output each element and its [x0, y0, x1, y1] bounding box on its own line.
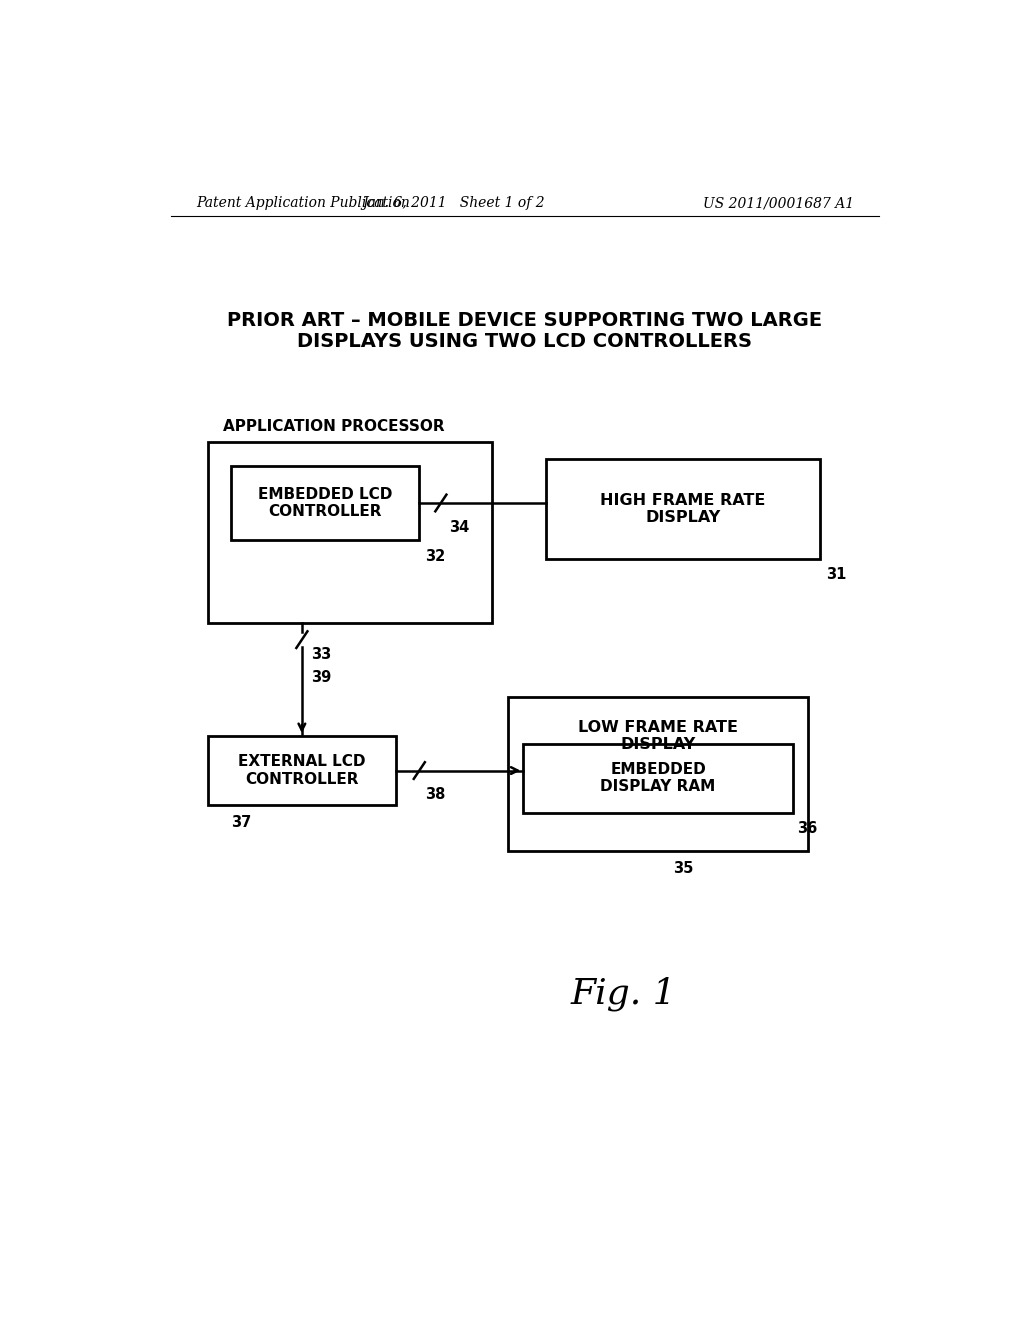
- Text: DISPLAYS USING TWO LCD CONTROLLERS: DISPLAYS USING TWO LCD CONTROLLERS: [297, 333, 753, 351]
- Text: Jan. 6, 2011   Sheet 1 of 2: Jan. 6, 2011 Sheet 1 of 2: [362, 197, 545, 210]
- Text: EMBEDDED
DISPLAY RAM: EMBEDDED DISPLAY RAM: [600, 762, 716, 795]
- Text: 39: 39: [311, 671, 332, 685]
- Text: 32: 32: [425, 549, 445, 564]
- Text: HIGH FRAME RATE
DISPLAY: HIGH FRAME RATE DISPLAY: [600, 492, 766, 525]
- Text: EMBEDDED LCD
CONTROLLER: EMBEDDED LCD CONTROLLER: [258, 487, 392, 519]
- Text: US 2011/0001687 A1: US 2011/0001687 A1: [703, 197, 854, 210]
- Text: 36: 36: [797, 821, 817, 836]
- Text: Patent Application Publication: Patent Application Publication: [196, 197, 410, 210]
- Text: PRIOR ART – MOBILE DEVICE SUPPORTING TWO LARGE: PRIOR ART – MOBILE DEVICE SUPPORTING TWO…: [227, 310, 822, 330]
- Text: 38: 38: [425, 788, 445, 803]
- Bar: [547, 459, 819, 558]
- Bar: [208, 737, 396, 805]
- Bar: [508, 697, 808, 851]
- Text: LOW FRAME RATE
DISPLAY: LOW FRAME RATE DISPLAY: [578, 719, 738, 752]
- Text: 35: 35: [673, 861, 693, 876]
- Text: 31: 31: [826, 566, 846, 582]
- Bar: [523, 743, 793, 813]
- Text: 33: 33: [311, 647, 332, 663]
- Text: EXTERNAL LCD
CONTROLLER: EXTERNAL LCD CONTROLLER: [239, 754, 366, 787]
- Bar: [230, 466, 419, 540]
- Text: 37: 37: [230, 814, 251, 830]
- Text: Fig. 1: Fig. 1: [570, 977, 676, 1011]
- Text: 34: 34: [449, 520, 469, 535]
- Bar: [208, 442, 493, 623]
- Text: APPLICATION PROCESSOR: APPLICATION PROCESSOR: [223, 418, 444, 434]
